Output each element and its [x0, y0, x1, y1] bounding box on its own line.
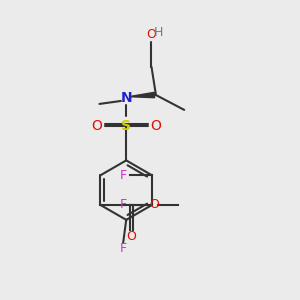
Text: F: F	[120, 199, 127, 212]
Text: N: N	[120, 91, 132, 105]
Text: O: O	[151, 119, 161, 133]
Text: O: O	[150, 199, 160, 212]
Text: F: F	[120, 169, 127, 182]
Text: S: S	[121, 119, 131, 133]
Text: F: F	[120, 242, 127, 255]
Text: O: O	[91, 119, 102, 133]
Text: H: H	[153, 26, 163, 38]
Text: O: O	[146, 28, 156, 40]
Polygon shape	[132, 92, 154, 98]
Text: O: O	[127, 230, 136, 243]
